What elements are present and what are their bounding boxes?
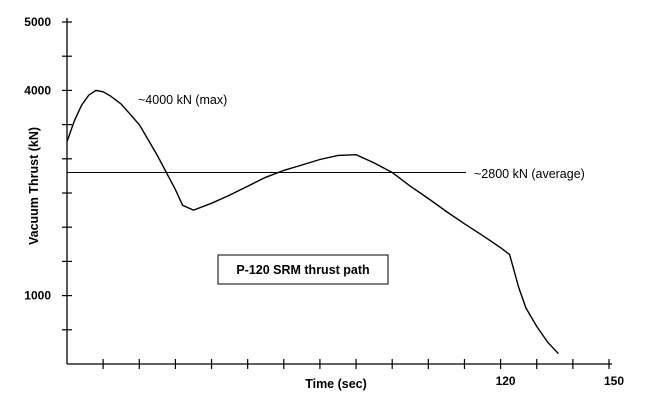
x-axis-title: Time (sec) — [305, 377, 367, 391]
x-tick-label: 120 — [496, 374, 516, 388]
max-thrust-annotation: ~4000 kN (max) — [138, 93, 227, 107]
y-tick-label: 1000 — [24, 289, 51, 303]
x-tick-labels: 120 150 — [496, 374, 625, 388]
y-axis-title: Vacuum Thrust (kN) — [27, 127, 41, 245]
x-tick-label: 150 — [604, 374, 624, 388]
y-tick-label: 4000 — [24, 83, 51, 97]
chart-label-box — [217, 254, 389, 285]
average-thrust-annotation: ~2800 kN (average) — [474, 167, 585, 181]
y-tick-label: 5000 — [24, 15, 51, 29]
thrust-series-line — [66, 89, 559, 355]
y-tick-labels: 5000 4000 1000 — [24, 15, 51, 303]
chart-label-text: P-120 SRM thrust path — [236, 263, 369, 277]
